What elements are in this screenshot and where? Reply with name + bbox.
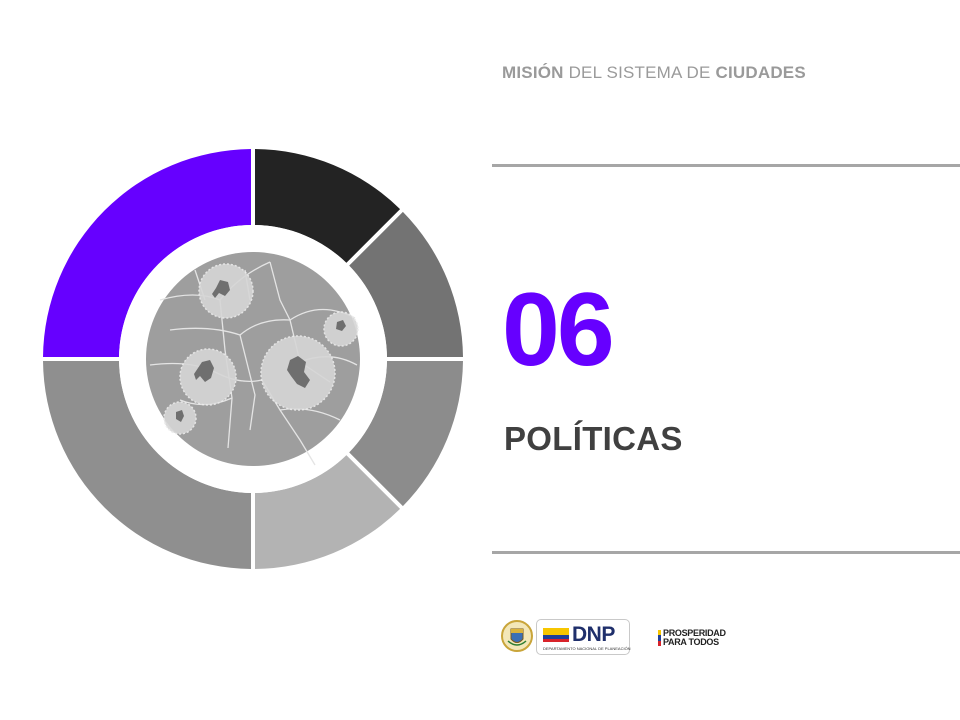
segment-4 bbox=[254, 455, 401, 569]
section-number: 06 bbox=[502, 272, 615, 388]
header-word-mision: MISIÓN bbox=[502, 63, 564, 82]
ring-segments bbox=[43, 149, 463, 569]
dnp-logo-subtitle: DEPARTAMENTO NACIONAL DE PLANEACIÓN bbox=[543, 646, 631, 651]
bottom-divider bbox=[492, 551, 960, 554]
dnp-logo-text: DNP bbox=[572, 623, 615, 646]
top-divider bbox=[492, 164, 960, 167]
prosperidad-line-1: PROSPERIDAD bbox=[663, 628, 726, 638]
prosperidad-line-2: PARA TODOS bbox=[663, 637, 719, 647]
section-title: POLÍTICAS bbox=[504, 420, 683, 457]
header-connector: DEL SISTEMA DE bbox=[563, 63, 716, 82]
segment-2 bbox=[349, 211, 463, 358]
prosperidad-flag-icon bbox=[658, 630, 661, 646]
segmented-ring-graphic bbox=[43, 149, 463, 569]
segment-1 bbox=[254, 149, 401, 263]
colombia-coat-of-arms-icon bbox=[501, 620, 533, 652]
dnp-logo: DNP DEPARTAMENTO NACIONAL DE PLANEACIÓN bbox=[536, 619, 631, 655]
header-word-ciudades: CIUDADES bbox=[715, 63, 806, 82]
colombia-flag-icon bbox=[543, 628, 569, 642]
segment-3 bbox=[349, 360, 463, 507]
segment-6-highlight bbox=[43, 149, 252, 358]
colombia-map-icon bbox=[146, 252, 360, 466]
segment-5 bbox=[43, 360, 252, 569]
presentation-header: MISIÓN DEL SISTEMA DE CIUDADES bbox=[502, 63, 806, 83]
